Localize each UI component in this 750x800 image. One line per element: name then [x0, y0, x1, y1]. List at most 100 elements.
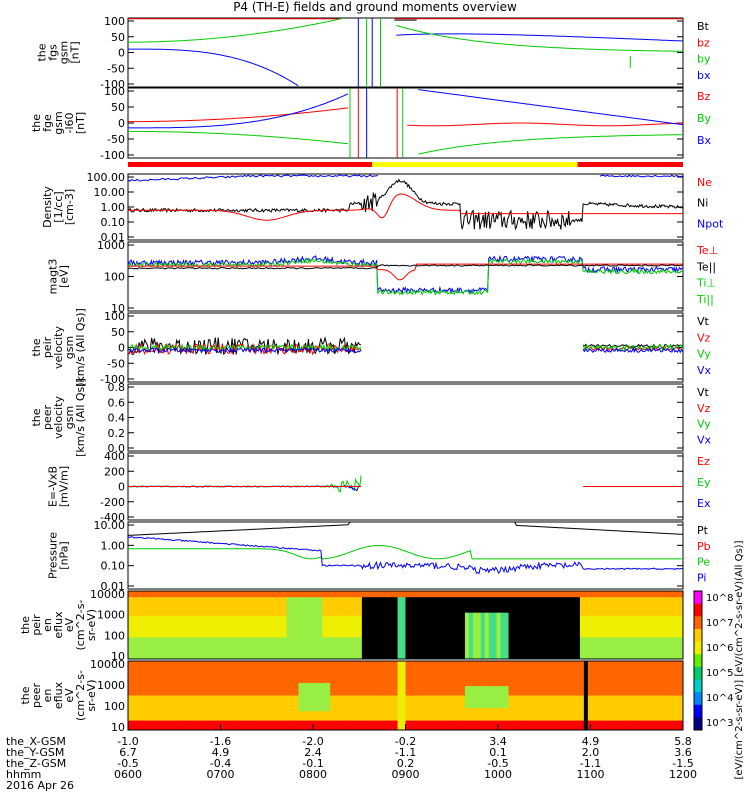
spectrogram-1-cell	[242, 628, 248, 632]
spectrogram-1-cell	[239, 603, 244, 607]
spectrogram-1-cell	[393, 643, 399, 648]
spectrogram-1-cell	[302, 615, 307, 620]
spectrogram-1-cell	[552, 649, 557, 654]
spectrogram-1-cell	[457, 612, 462, 617]
spectrogram-1-cell	[254, 637, 260, 641]
spectrogram-1-cell	[322, 606, 327, 611]
spectrogram-2-cell	[147, 704, 153, 709]
spectrogram-2-cell	[322, 686, 327, 690]
spectrogram-2-cell	[282, 726, 288, 731]
spectrogram-2-cell	[274, 711, 280, 715]
spectrogram-1-cell	[389, 634, 395, 638]
spectrogram-1-cell	[437, 640, 442, 645]
spectrogram-1-cell	[334, 649, 339, 654]
spectrogram-2-cell	[183, 676, 188, 681]
spectrogram-1-cell	[552, 640, 557, 645]
spectrogram-1-cell	[468, 637, 474, 641]
spectrogram-2-cell	[338, 708, 343, 712]
spectrogram-2-cell	[183, 664, 188, 668]
spectrogram-1-cell	[476, 594, 482, 598]
spectrogram-1-cell	[231, 634, 236, 638]
spectrogram-2-cell	[421, 676, 426, 681]
spectrogram-1-cell	[298, 643, 303, 648]
spectrogram-1-cell	[131, 594, 137, 598]
spectrogram-1-cell	[155, 606, 161, 611]
spectrogram-1-cell	[595, 634, 601, 638]
spectrogram-1-cell	[334, 603, 339, 607]
spectrogram-1-cell	[464, 649, 470, 654]
spectrogram-1-cell	[520, 634, 525, 638]
spectrogram-2-cell	[318, 695, 323, 700]
spectrogram-1-cell	[242, 621, 248, 626]
spectrogram-1-cell	[393, 600, 399, 604]
spectrogram-1-cell	[195, 637, 200, 641]
spectrogram-1-cell	[520, 646, 525, 651]
spectrogram-2-cell	[286, 679, 292, 684]
spectrogram-2-cell	[175, 667, 181, 671]
spectrogram-1-cell	[671, 625, 676, 629]
spectrogram-1-cell	[334, 652, 339, 657]
spectrogram-1-cell	[484, 597, 490, 601]
spectrogram-1-cell	[631, 621, 636, 626]
spectrogram-1-cell	[655, 640, 660, 645]
spectrogram-1-cell	[373, 612, 379, 617]
spectrogram-2-cell	[381, 723, 387, 728]
spectrogram-2-cell	[147, 726, 153, 731]
spectrogram-1-cell	[552, 606, 557, 611]
spectrogram-1-cell	[655, 615, 660, 620]
spectrogram-2-cell	[242, 723, 248, 728]
spectrogram-2-cell	[191, 698, 196, 703]
spectrogram-2-cell	[421, 695, 426, 700]
spectrogram-1-cell	[266, 628, 272, 632]
spectrogram-2-cell	[195, 686, 200, 690]
spectrogram-1-cell	[508, 615, 514, 620]
spectrogram-1-cell	[524, 606, 529, 611]
spectrogram-2-cell	[147, 720, 153, 725]
spectrogram-1-cell	[262, 615, 268, 620]
spectrogram-1-cell	[536, 621, 541, 626]
spectrogram-1-cell	[540, 652, 545, 657]
spectrogram-2-cell	[231, 726, 236, 731]
spectrogram-1-cell	[607, 655, 613, 660]
spectrogram-1-cell	[397, 615, 403, 620]
spectrogram-1-cell	[334, 640, 339, 645]
spectrogram-1-cell	[484, 643, 490, 648]
spectrogram-1-cell	[203, 655, 208, 660]
spectrogram-1-cell	[346, 649, 351, 654]
spectrogram-1-cell	[357, 652, 363, 657]
spectrogram-2-cell	[195, 661, 200, 665]
spectrogram-2-cell	[353, 714, 359, 718]
spectrogram-1-cell	[318, 655, 323, 660]
spectrogram-1-cell	[643, 597, 648, 601]
spectrogram-1-cell	[405, 594, 410, 598]
spectrogram-2-cell	[250, 689, 256, 693]
spectrogram-2-cell	[262, 679, 268, 684]
spectrogram-1-cell	[472, 640, 478, 645]
spectrogram-1-cell	[175, 615, 181, 620]
spectrogram-2-cell	[254, 717, 260, 722]
spectrogram-1-cell	[381, 591, 387, 595]
spectrogram-1-cell	[175, 655, 181, 660]
panel-1-ytick-label: 50	[111, 31, 125, 44]
spectrogram-1-cell	[611, 628, 617, 632]
spectrogram-1-cell	[631, 637, 636, 641]
spectrogram-1-cell	[167, 606, 173, 611]
spectrogram-1-cell	[433, 591, 438, 595]
spectrogram-1-cell	[564, 652, 569, 657]
spectrogram-1-cell	[377, 612, 383, 617]
spectrogram-2-cell	[215, 686, 220, 690]
spectrogram-1-cell	[413, 612, 418, 617]
spectrogram-1-cell	[461, 652, 466, 657]
spectrogram-1-cell	[274, 637, 280, 641]
spectrogram-1-cell	[639, 628, 644, 632]
spectrogram-2-cell	[361, 695, 367, 700]
spectrogram-1-cell	[560, 621, 565, 626]
spectrogram-1-cell	[429, 646, 434, 651]
spectrogram-1-cell	[445, 618, 450, 623]
spectrogram-2-cell	[203, 698, 208, 703]
spectrogram-2-cell	[195, 689, 200, 693]
spectrogram-2-cell	[175, 704, 181, 709]
spectrogram-1-cell	[128, 640, 133, 645]
spectrogram-1-cell	[191, 625, 196, 629]
spectrogram-1-cell	[179, 612, 184, 617]
